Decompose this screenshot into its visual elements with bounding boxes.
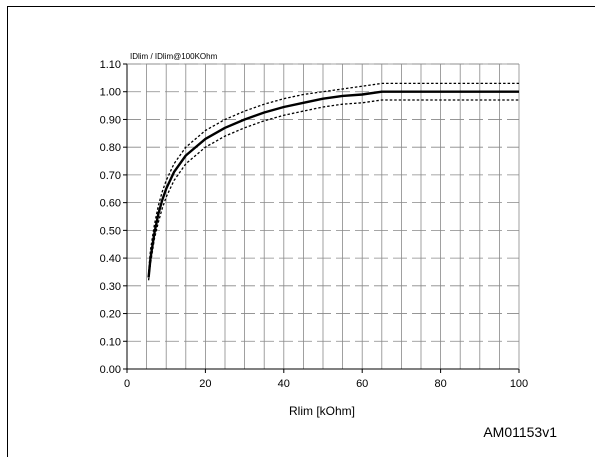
x-tick-label: 40 <box>278 378 290 390</box>
y-tick-label: 0.40 <box>100 253 121 265</box>
y-tick-label: 0.00 <box>100 364 121 376</box>
tick-labels: 0.00 0.10 0.20 0.30 0.40 0.50 0.60 0.70 0.80 0.90… <box>100 59 529 390</box>
y-tick-label: 0.10 <box>100 336 121 348</box>
series-line-dotted-lower <box>147 99 519 281</box>
figure-id-label: AM01153v1 <box>483 424 557 440</box>
y-tick-label: 0.30 <box>100 281 121 293</box>
y-tick-label: 0.50 <box>100 225 121 237</box>
y-tick-label: 0.70 <box>100 170 121 182</box>
y-tick-label: 0.60 <box>100 198 121 210</box>
x-axis-title: Rlim [kOhm] <box>289 404 355 418</box>
x-tick-label: 80 <box>434 378 446 390</box>
y-tick-label: 0.90 <box>100 114 121 126</box>
frame-left-border <box>7 6 8 457</box>
y-tick-label: 0.20 <box>100 309 121 321</box>
y-tick-label: 0.80 <box>100 142 121 154</box>
axes-layer <box>123 63 520 373</box>
x-tick-label: 0 <box>124 378 130 390</box>
series-line-dotted-upper <box>147 82 519 273</box>
frame-top-border <box>7 6 595 7</box>
grid-layer <box>127 63 519 370</box>
y-tick-label: 1.10 <box>100 59 121 71</box>
y-axis-title: IDlim / IDlim@100KOhm <box>130 52 218 61</box>
x-tick-label: 20 <box>199 378 211 390</box>
x-tick-label: 100 <box>510 378 528 390</box>
x-tick-label: 60 <box>356 378 368 390</box>
series-layer <box>147 82 519 281</box>
y-tick-label: 1.00 <box>100 87 121 99</box>
series-line-solid <box>147 90 519 278</box>
